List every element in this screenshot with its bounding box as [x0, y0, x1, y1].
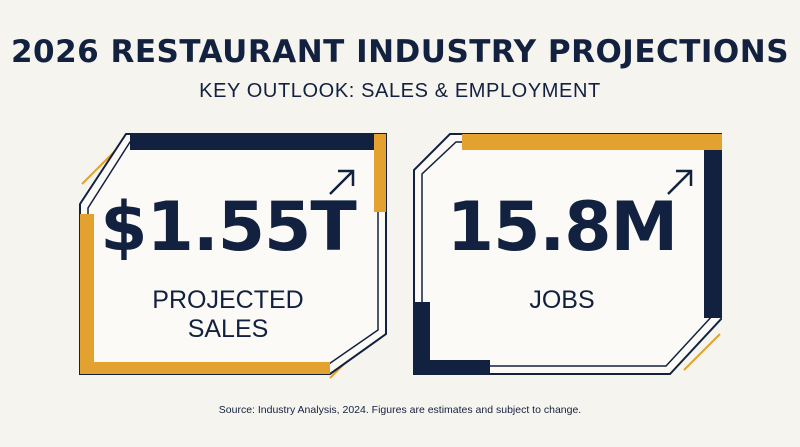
- sales-label: PROJECTED SALES: [152, 286, 304, 343]
- jobs-stat-card: 15.8M JOBS: [402, 122, 722, 392]
- jobs-card-frame: [413, 133, 722, 375]
- arrow-up-right-icon: [329, 169, 355, 195]
- jobs-label: JOBS: [529, 286, 595, 314]
- sales-value: $1.55T: [100, 188, 356, 267]
- sales-card-frame: [79, 133, 387, 379]
- source-note: Source: Industry Analysis, 2024. Figures…: [218, 404, 582, 416]
- arrow-up-right-icon: [667, 169, 693, 195]
- sales-stat-card: $1.55T PROJECTED SALES: [68, 122, 388, 392]
- page-subtitle: KEY OUTLOOK: SALES & EMPLOYMENT: [199, 80, 601, 102]
- jobs-value: 15.8M: [446, 188, 678, 267]
- page-title: 2026 RESTAURANT INDUSTRY PROJECTIONS: [10, 34, 790, 70]
